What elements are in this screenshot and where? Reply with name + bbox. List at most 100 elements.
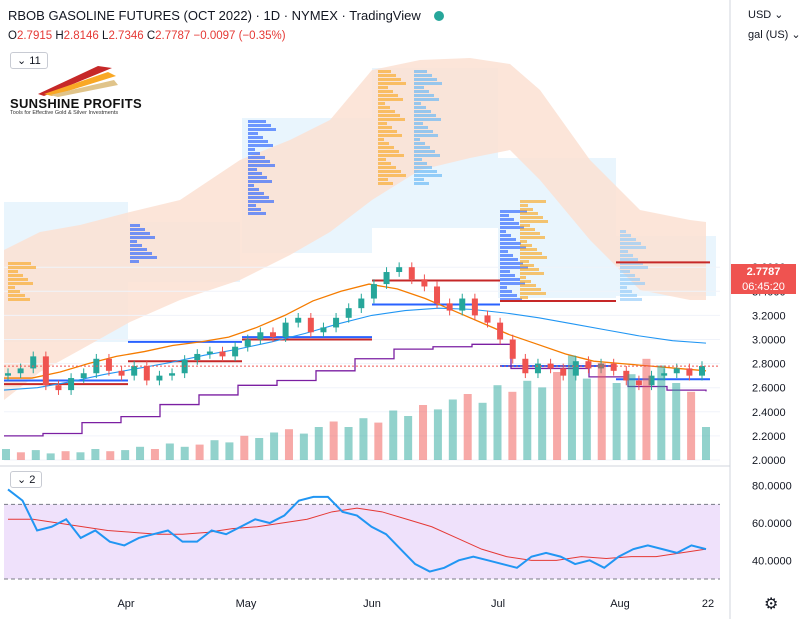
candle-body xyxy=(118,370,125,376)
unit-selector[interactable]: gal (US) ⌄ xyxy=(748,29,801,41)
profile-bar xyxy=(500,262,523,265)
candle-body xyxy=(509,339,516,359)
profile-bar xyxy=(620,230,626,233)
price-axis-label: 2.2000 xyxy=(752,431,786,443)
candle-body xyxy=(358,298,365,309)
profile-bar xyxy=(378,74,396,77)
profile-bar xyxy=(378,98,403,101)
profile-bar xyxy=(520,292,546,295)
profile-bar xyxy=(378,86,388,89)
profile-bar xyxy=(500,214,509,217)
candle-body xyxy=(257,332,264,340)
bollinger-band xyxy=(4,58,706,400)
profile-bar xyxy=(500,210,527,213)
candle-body xyxy=(421,279,428,287)
profile-bar xyxy=(248,204,256,207)
profile-bar xyxy=(520,248,537,251)
volume-bar xyxy=(314,427,323,460)
volume-bar xyxy=(240,435,249,460)
volume-bar xyxy=(61,451,70,460)
symbol-title[interactable]: RBOB GASOLINE FUTURES (OCT 2022) · 1D · … xyxy=(8,8,421,23)
price-axis-label: 2.4000 xyxy=(752,407,786,419)
volume-bar xyxy=(16,452,25,460)
profile-bar xyxy=(378,70,391,73)
profile-bar xyxy=(414,114,436,117)
profile-bar xyxy=(378,174,406,177)
profile-bar xyxy=(520,252,542,255)
candle-body xyxy=(307,317,314,333)
currency-selector[interactable]: USD ⌄ xyxy=(748,9,784,21)
profile-bar xyxy=(620,250,628,253)
price-axis-label: 2.0000 xyxy=(752,455,786,467)
price-axis-label: 3.2000 xyxy=(752,310,786,322)
oscillator-axis-label: 60.0000 xyxy=(752,518,792,530)
candle-body xyxy=(623,370,630,381)
profile-bar xyxy=(248,168,257,171)
oscillator-collapse-button[interactable]: ⌄ 2 xyxy=(10,471,43,488)
profile-bar xyxy=(520,264,534,267)
profile-bar xyxy=(620,254,633,257)
logo-mark-icon xyxy=(38,66,118,97)
profile-bar xyxy=(8,262,31,265)
volume-bar xyxy=(597,363,606,460)
profile-bar xyxy=(520,284,536,287)
volume-bar xyxy=(270,432,279,460)
profile-bar xyxy=(620,278,640,281)
market-status-icon xyxy=(434,11,445,21)
settings-gear-icon[interactable]: ⚙ xyxy=(764,596,779,613)
profile-bar xyxy=(500,266,528,269)
profile-bar xyxy=(620,294,637,297)
profile-bar xyxy=(248,148,255,151)
volume-bar xyxy=(31,450,40,460)
volume-bar xyxy=(553,372,562,460)
profile-bar xyxy=(620,262,643,265)
volume-bar xyxy=(702,427,710,460)
profile-bar xyxy=(620,266,648,269)
volume-bar xyxy=(538,387,547,460)
oscillator-axis-label: 40.0000 xyxy=(752,555,792,567)
profile-bar xyxy=(500,230,506,233)
candle-body xyxy=(143,366,150,381)
profile-bar xyxy=(414,102,421,105)
profile-bar xyxy=(414,170,437,173)
profile-bar xyxy=(378,182,393,185)
candle-body xyxy=(295,317,302,323)
candle-body xyxy=(610,363,617,371)
volume-bar xyxy=(493,385,502,460)
candle-body xyxy=(699,366,705,376)
profile-bar xyxy=(500,246,526,249)
profile-bar xyxy=(414,106,426,109)
candle-body xyxy=(484,315,491,323)
profile-bar xyxy=(248,120,266,123)
candle-body xyxy=(131,366,138,376)
profile-bar xyxy=(500,254,513,257)
volume-bar xyxy=(136,446,145,460)
volume-bar xyxy=(657,365,666,460)
oscillator-axis-label: 80.0000 xyxy=(752,481,792,493)
profile-bar xyxy=(414,122,423,125)
candle-body xyxy=(194,353,201,360)
candle-body xyxy=(232,346,239,357)
indicator-collapse-button[interactable]: ⌄ 11 xyxy=(10,52,48,69)
profile-bar xyxy=(620,234,631,237)
profile-bar xyxy=(8,266,36,269)
profile-bar xyxy=(414,90,429,93)
volume-bar xyxy=(389,410,398,460)
profile-bar xyxy=(414,74,432,77)
profile-bar xyxy=(414,98,439,101)
profile-bar xyxy=(248,152,260,155)
candle-body xyxy=(333,317,340,328)
profile-bar xyxy=(414,178,424,181)
profile-bar xyxy=(520,204,528,207)
profile-bar xyxy=(620,274,635,277)
profile-bar xyxy=(520,260,529,263)
profile-bar xyxy=(500,274,515,277)
profile-bar xyxy=(520,212,538,215)
profile-bar xyxy=(248,124,271,127)
profile-bar xyxy=(414,150,435,153)
profile-bar xyxy=(414,78,437,81)
profile-bar xyxy=(378,110,395,113)
profile-bar xyxy=(378,130,397,133)
profile-bar xyxy=(378,126,392,129)
